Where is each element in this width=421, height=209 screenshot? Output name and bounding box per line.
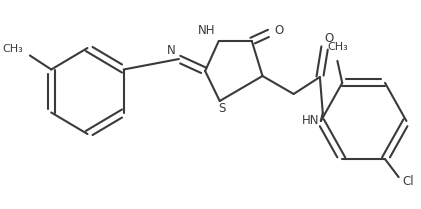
Text: CH₃: CH₃ [327, 42, 348, 52]
Text: NH: NH [198, 24, 216, 37]
Text: Cl: Cl [402, 175, 414, 188]
Text: CH₃: CH₃ [3, 43, 23, 54]
Text: N: N [167, 45, 176, 57]
Text: O: O [274, 24, 284, 37]
Text: HN: HN [302, 115, 320, 127]
Text: O: O [324, 33, 333, 46]
Text: S: S [218, 102, 225, 116]
